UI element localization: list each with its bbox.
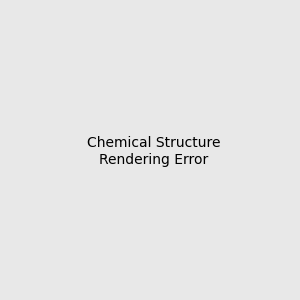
Text: Chemical Structure
Rendering Error: Chemical Structure Rendering Error [87, 136, 220, 166]
